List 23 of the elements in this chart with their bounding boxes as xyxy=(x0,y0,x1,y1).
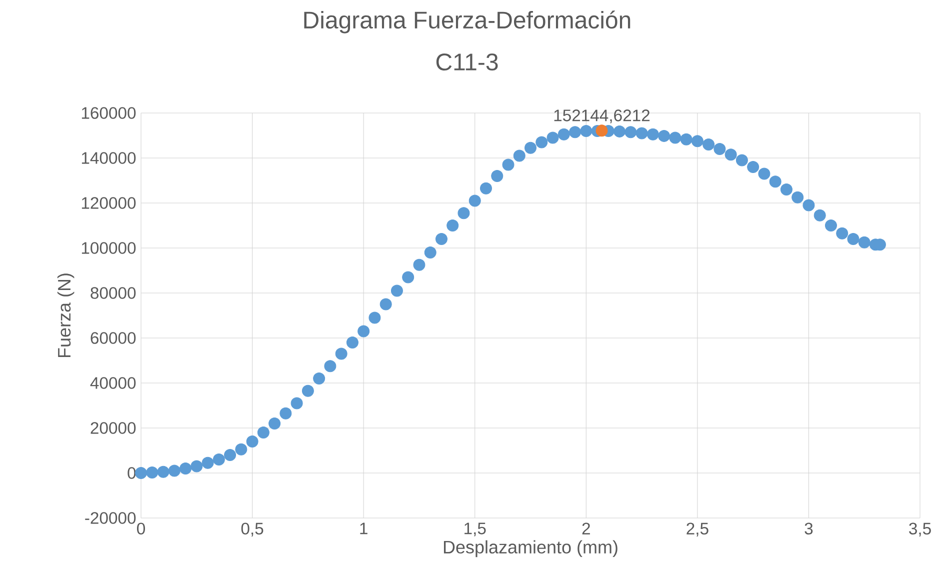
data-label: 152144,6212 xyxy=(554,110,650,124)
y-axis-title: Fuerza (N) xyxy=(57,274,74,358)
x-tick-label: 3 xyxy=(804,522,813,535)
x-tick-label: 2,5 xyxy=(686,522,708,537)
x-tick-label: 1 xyxy=(360,522,368,534)
x-tick-label: 1,5 xyxy=(464,522,486,537)
x-tick-label: 0 xyxy=(137,522,145,535)
y-tick-label: 60000 xyxy=(90,332,136,344)
x-tick-label: 2 xyxy=(582,522,590,535)
x-tick-label: 3,5 xyxy=(909,522,931,537)
y-tick-label: 0 xyxy=(128,467,136,480)
x-axis-title: Desplazamiento (mm) xyxy=(444,540,618,558)
chart-subtitle: C11-3 xyxy=(436,54,498,71)
y-tick-label: 40000 xyxy=(90,377,136,390)
y-tick-label: 80000 xyxy=(90,287,136,300)
y-tick-label: 120000 xyxy=(82,197,136,210)
y-tick-label: 20000 xyxy=(90,422,136,434)
y-tick-label: 140000 xyxy=(82,152,136,164)
chart-title: Diagrama Fuerza-Deformación xyxy=(304,10,630,34)
x-tick-label: 0,5 xyxy=(241,522,264,537)
y-tick-label: -20000 xyxy=(85,512,136,524)
y-tick-label: 160000 xyxy=(82,107,136,120)
y-tick-label: 100000 xyxy=(82,242,136,254)
